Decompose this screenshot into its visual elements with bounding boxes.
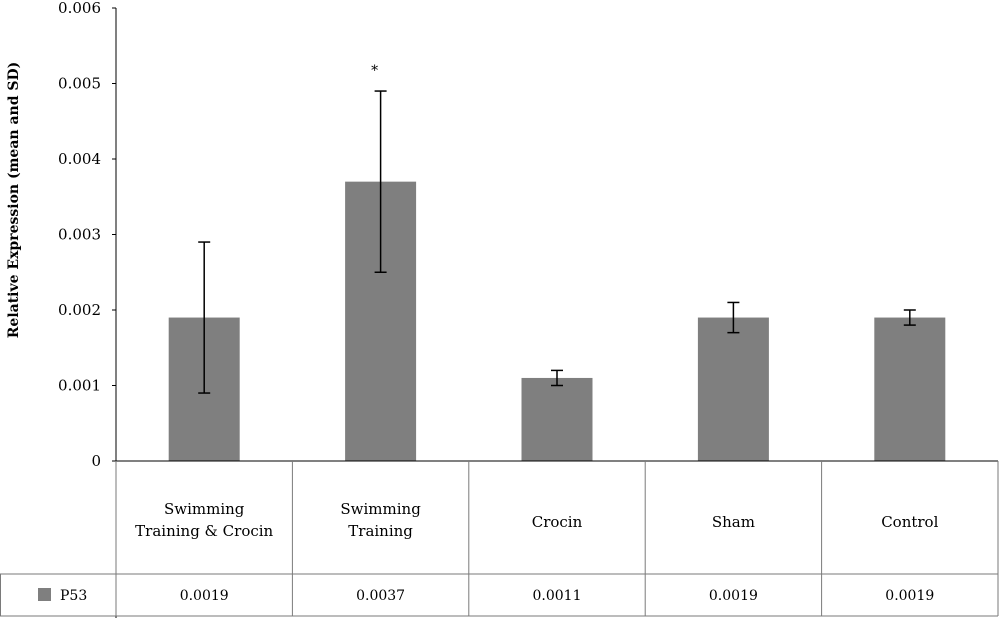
bar — [874, 317, 946, 461]
y-tick-label: 0.001 — [58, 377, 101, 395]
data-label: 0.0019 — [180, 588, 229, 604]
error-bars — [198, 90, 916, 394]
data-label: 0.0019 — [885, 588, 934, 604]
legend-label: P53 — [60, 588, 87, 604]
y-tick-label: 0.003 — [58, 226, 101, 244]
data-table: Swimming Training & Crocin Swimming Trainin… — [0, 461, 999, 617]
significance-marker: * — [371, 63, 378, 79]
x-tick-label: Sham — [712, 513, 755, 531]
y-tick-label: 0 — [91, 452, 101, 470]
y-axis-label: Relative Expression (mean and SD) — [6, 62, 22, 338]
x-tick-label: Training — [348, 522, 413, 540]
x-tick-label: Training & Crocin — [135, 522, 273, 540]
data-label: 0.0011 — [533, 588, 582, 604]
y-tick-labels: 0 0.001 0.002 0.003 0.004 0.005 0.006 — [58, 0, 116, 470]
legend-swatch — [38, 588, 51, 601]
data-label: 0.0019 — [709, 588, 758, 604]
bars — [168, 181, 946, 461]
x-tick-label: Swimming — [164, 500, 245, 518]
x-tick-label: Control — [881, 513, 938, 531]
bar — [521, 377, 593, 461]
x-tick-label: Swimming — [340, 500, 421, 518]
x-tick-label: Crocin — [532, 513, 583, 531]
annotations: * — [371, 63, 378, 79]
bar — [697, 317, 769, 461]
y-tick-label: 0.004 — [58, 150, 101, 168]
data-label: 0.0037 — [356, 588, 405, 604]
y-tick-label: 0.002 — [58, 301, 101, 319]
y-tick-label: 0.006 — [58, 0, 101, 17]
y-tick-label: 0.005 — [58, 75, 101, 93]
